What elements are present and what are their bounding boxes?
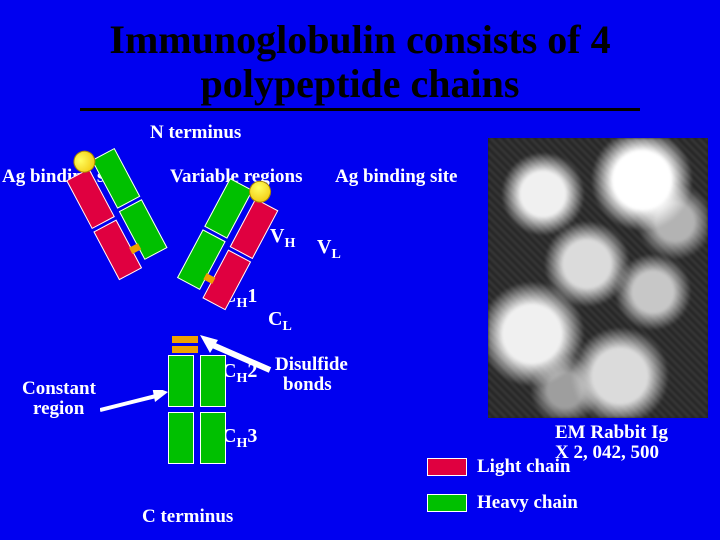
legend-light-label: Light chain: [477, 456, 570, 478]
em-caption-1: EM Rabbit Ig: [555, 422, 668, 444]
right-ag-site-marker: [245, 177, 275, 207]
disulfide-arrow: [200, 335, 280, 375]
em-caption-2: X 2, 042, 500: [555, 442, 659, 464]
slide-title: Immunoglobulin consists of 4 polypeptide…: [80, 18, 640, 111]
constant-region-arrow: [100, 390, 180, 430]
hinge-ss-2: [172, 346, 198, 353]
legend-light-swatch: [427, 458, 467, 476]
hinge-ss-1: [172, 336, 198, 343]
antibody-diagram: [0, 140, 460, 540]
em-noise-texture: [488, 138, 708, 418]
left-ag-site-marker: [70, 147, 100, 177]
right-ch3-domain: [200, 412, 226, 464]
title-line1: Immunoglobulin consists of 4: [109, 17, 610, 62]
legend-heavy-label: Heavy chain: [477, 492, 578, 514]
legend-heavy-swatch: [427, 494, 467, 512]
title-line2: polypeptide chains: [201, 61, 520, 106]
em-micrograph: [488, 138, 708, 418]
